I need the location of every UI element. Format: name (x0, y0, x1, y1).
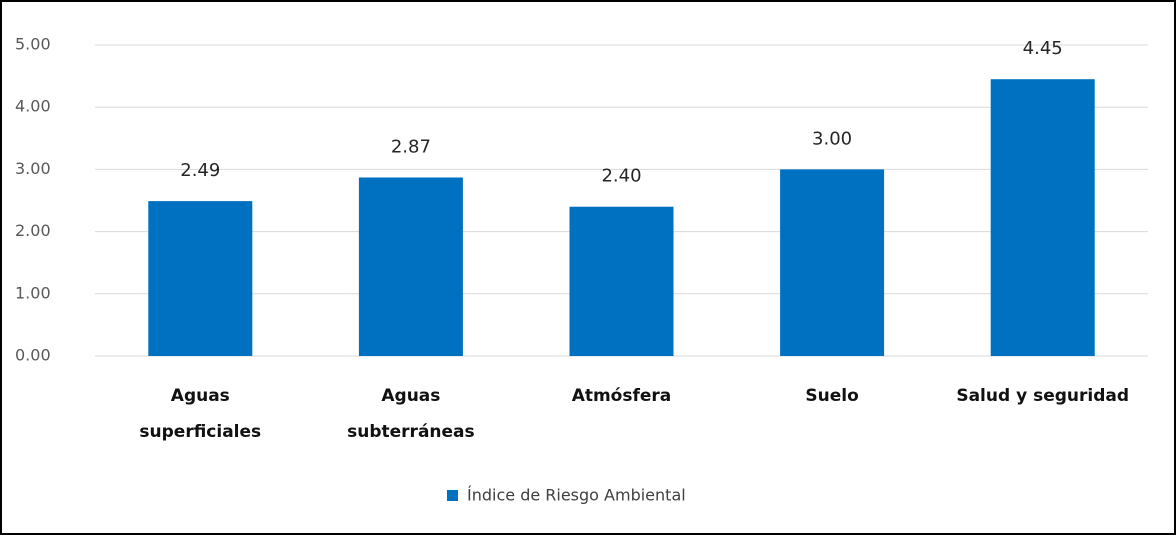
legend-swatch (447, 490, 458, 501)
x-tick-label: Atmósfera (571, 386, 672, 406)
bar (780, 169, 885, 356)
x-tick-label: Suelo (805, 386, 859, 406)
y-tick-label: 4.00 (15, 97, 51, 116)
data-label: 3.00 (812, 128, 852, 149)
y-tick-label: 3.00 (15, 159, 51, 178)
y-tick-label: 1.00 (15, 283, 51, 302)
x-tick-label: Aguas subterráneas (347, 386, 475, 442)
data-label: 2.40 (601, 166, 641, 187)
bar (358, 177, 463, 356)
y-tick-label: 5.00 (15, 35, 51, 54)
legend-label: Índice de Riesgo Ambiental (467, 486, 686, 505)
y-tick-label: 2.00 (15, 221, 51, 240)
x-tick-label: Salud y seguridad (956, 386, 1130, 406)
y-tick-label: 0.00 (15, 346, 51, 365)
bar (990, 79, 1095, 357)
x-tick-label: Aguas superficiales (139, 386, 262, 442)
data-label: 2.87 (391, 136, 431, 157)
x-tick-label-box: Salud y seguridad (956, 386, 1130, 406)
data-label: 2.49 (180, 160, 220, 181)
x-tick-label-box: Aguas superficiales (139, 386, 262, 442)
x-tick-label-box: Atmósfera (571, 386, 672, 406)
x-tick-label-box: Suelo (805, 386, 859, 406)
bar (148, 201, 253, 356)
x-tick-label-box: Aguas subterráneas (347, 386, 475, 442)
bar (569, 206, 674, 356)
data-label: 4.45 (1023, 38, 1063, 59)
